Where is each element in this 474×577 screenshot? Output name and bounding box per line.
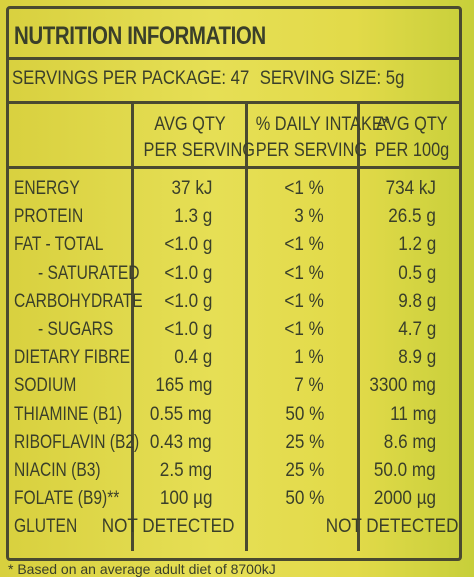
table-row: THIAMINE (B1) 0.55 mg 50 % 11 mg	[0, 402, 474, 430]
nutrient-label: GLUTEN	[14, 516, 78, 538]
daily-intake-value: 50 %	[285, 488, 324, 510]
table-row: - SATURATED <1.0 g <1 % 0.5 g	[0, 261, 474, 289]
nutrient-label: FAT - TOTAL	[14, 234, 104, 256]
servings-per-package: SERVINGS PER PACKAGE: 47	[12, 68, 250, 89]
column-header-line: AVG QTY	[154, 114, 226, 135]
table-row: SODIUM 165 mg 7 % 3300 mg	[0, 373, 474, 401]
table-row: ENERGY 37 kJ <1 % 734 kJ	[0, 176, 474, 204]
per-serving-value: 0.4 g	[173, 347, 212, 369]
column-divider	[357, 103, 360, 551]
column-divider	[245, 103, 248, 551]
column-header-line: PER 100g	[374, 140, 450, 161]
daily-intake-value: 25 %	[285, 459, 324, 481]
daily-intake-value: <1 %	[284, 318, 324, 340]
column-header-per-serving: AVG QTY PER SERVING	[143, 112, 255, 164]
per-100g-value: 9.8 g	[397, 290, 436, 312]
divider	[6, 166, 462, 169]
per-100g-value: 8.9 g	[397, 347, 436, 369]
table-row: RIBOFLAVIN (B2) 0.43 mg 25 % 8.6 mg	[0, 430, 474, 458]
per-100g-value: 26.5 g	[388, 206, 436, 228]
per-100g-value: 734 kJ	[385, 178, 436, 199]
per-serving-value: 0.43 mg	[150, 431, 212, 453]
daily-intake-value: 3 %	[294, 206, 324, 228]
per-serving-value: 0.55 mg	[150, 403, 212, 425]
footnote: * Based on an average adult diet of 8700…	[8, 561, 276, 577]
daily-intake-value: <1 %	[284, 234, 324, 256]
per-serving-value: <1.0 g	[163, 290, 212, 312]
daily-intake-value: 1 %	[294, 347, 324, 369]
per-100g-value: 11 mg	[389, 403, 436, 425]
column-header-line: PER SERVING	[255, 140, 368, 161]
table-row: GLUTEN NOT DETECTED NOT DETECTED	[0, 514, 474, 542]
per-100g-value: 0.5 g	[397, 262, 436, 284]
nutrient-label: - SATURATED	[38, 262, 140, 284]
nutrient-label: ENERGY	[14, 178, 80, 199]
nutrient-label: DIETARY FIBRE	[14, 347, 131, 369]
daily-intake-value: <1 %	[284, 262, 324, 284]
table-frame	[6, 6, 462, 561]
per-100g-value: 3300 mg	[369, 375, 436, 397]
divider	[6, 57, 462, 60]
nutrient-label: NIACIN (B3)	[14, 459, 101, 481]
daily-intake-value: 50 %	[285, 403, 324, 425]
table-row: FOLATE (B9)** 100 µg 50 % 2000 µg	[0, 486, 474, 514]
per-serving-value: 165 mg	[154, 375, 212, 397]
per-100g-value: 8.6 mg	[383, 431, 436, 453]
daily-intake-value: <1 %	[284, 178, 324, 199]
table-row: NIACIN (B3) 2.5 mg 25 % 50.0 mg	[0, 458, 474, 486]
per-100g-value: 50.0 mg	[374, 459, 436, 481]
nutrient-label: SODIUM	[14, 375, 77, 397]
per-100g-value: 2000 µg	[373, 488, 436, 510]
nutrient-label: FOLATE (B9)**	[14, 488, 120, 510]
nutrient-label: RIBOFLAVIN (B2)	[14, 431, 140, 453]
column-header-line: PER SERVING	[143, 140, 255, 161]
per-serving-value: 1.3 g	[173, 206, 212, 228]
table-row: FAT - TOTAL <1.0 g <1 % 1.2 g	[0, 232, 474, 260]
per-100g-value: 4.7 g	[397, 318, 436, 340]
nutrient-label: - SUGARS	[38, 318, 114, 340]
table-row: DIETARY FIBRE 0.4 g 1 % 8.9 g	[0, 345, 474, 373]
nutrient-label: THIAMINE (B1)	[14, 403, 123, 425]
nutrient-rows: ENERGY 37 kJ <1 % 734 kJ PROTEIN 1.3 g 3…	[0, 176, 474, 542]
table-title: NUTRITION INFORMATION	[14, 22, 266, 50]
column-header-line: AVG QTY	[376, 114, 448, 135]
daily-intake-value: 25 %	[285, 431, 324, 453]
table-row: - SUGARS <1.0 g <1 % 4.7 g	[0, 317, 474, 345]
per-100g-value: NOT DETECTED	[325, 516, 458, 538]
per-serving-value: <1.0 g	[163, 318, 212, 340]
column-header-daily-intake: % DAILY INTAKE* PER SERVING	[255, 112, 390, 164]
nutrient-label: CARBOHYDRATE	[14, 290, 143, 312]
serving-size: SERVING SIZE: 5g	[259, 68, 404, 89]
daily-intake-value: 7 %	[294, 375, 324, 397]
table-row: CARBOHYDRATE <1.0 g <1 % 9.8 g	[0, 289, 474, 317]
per-100g-value: 1.2 g	[397, 234, 436, 256]
per-serving-value: <1.0 g	[163, 234, 212, 256]
nutrient-label: PROTEIN	[14, 206, 84, 228]
per-serving-value: <1.0 g	[163, 262, 212, 284]
column-header-per-100g: AVG QTY PER 100g	[367, 112, 456, 164]
divider	[6, 101, 462, 104]
per-serving-value: 2.5 mg	[159, 459, 212, 481]
column-header-line: % DAILY INTAKE*	[255, 114, 390, 135]
per-serving-value: NOT DETECTED	[101, 516, 234, 538]
per-serving-value: 37 kJ	[171, 178, 212, 199]
column-divider	[131, 103, 134, 551]
per-serving-value: 100 µg	[159, 488, 212, 510]
table-row: PROTEIN 1.3 g 3 % 26.5 g	[0, 204, 474, 232]
daily-intake-value: <1 %	[284, 290, 324, 312]
